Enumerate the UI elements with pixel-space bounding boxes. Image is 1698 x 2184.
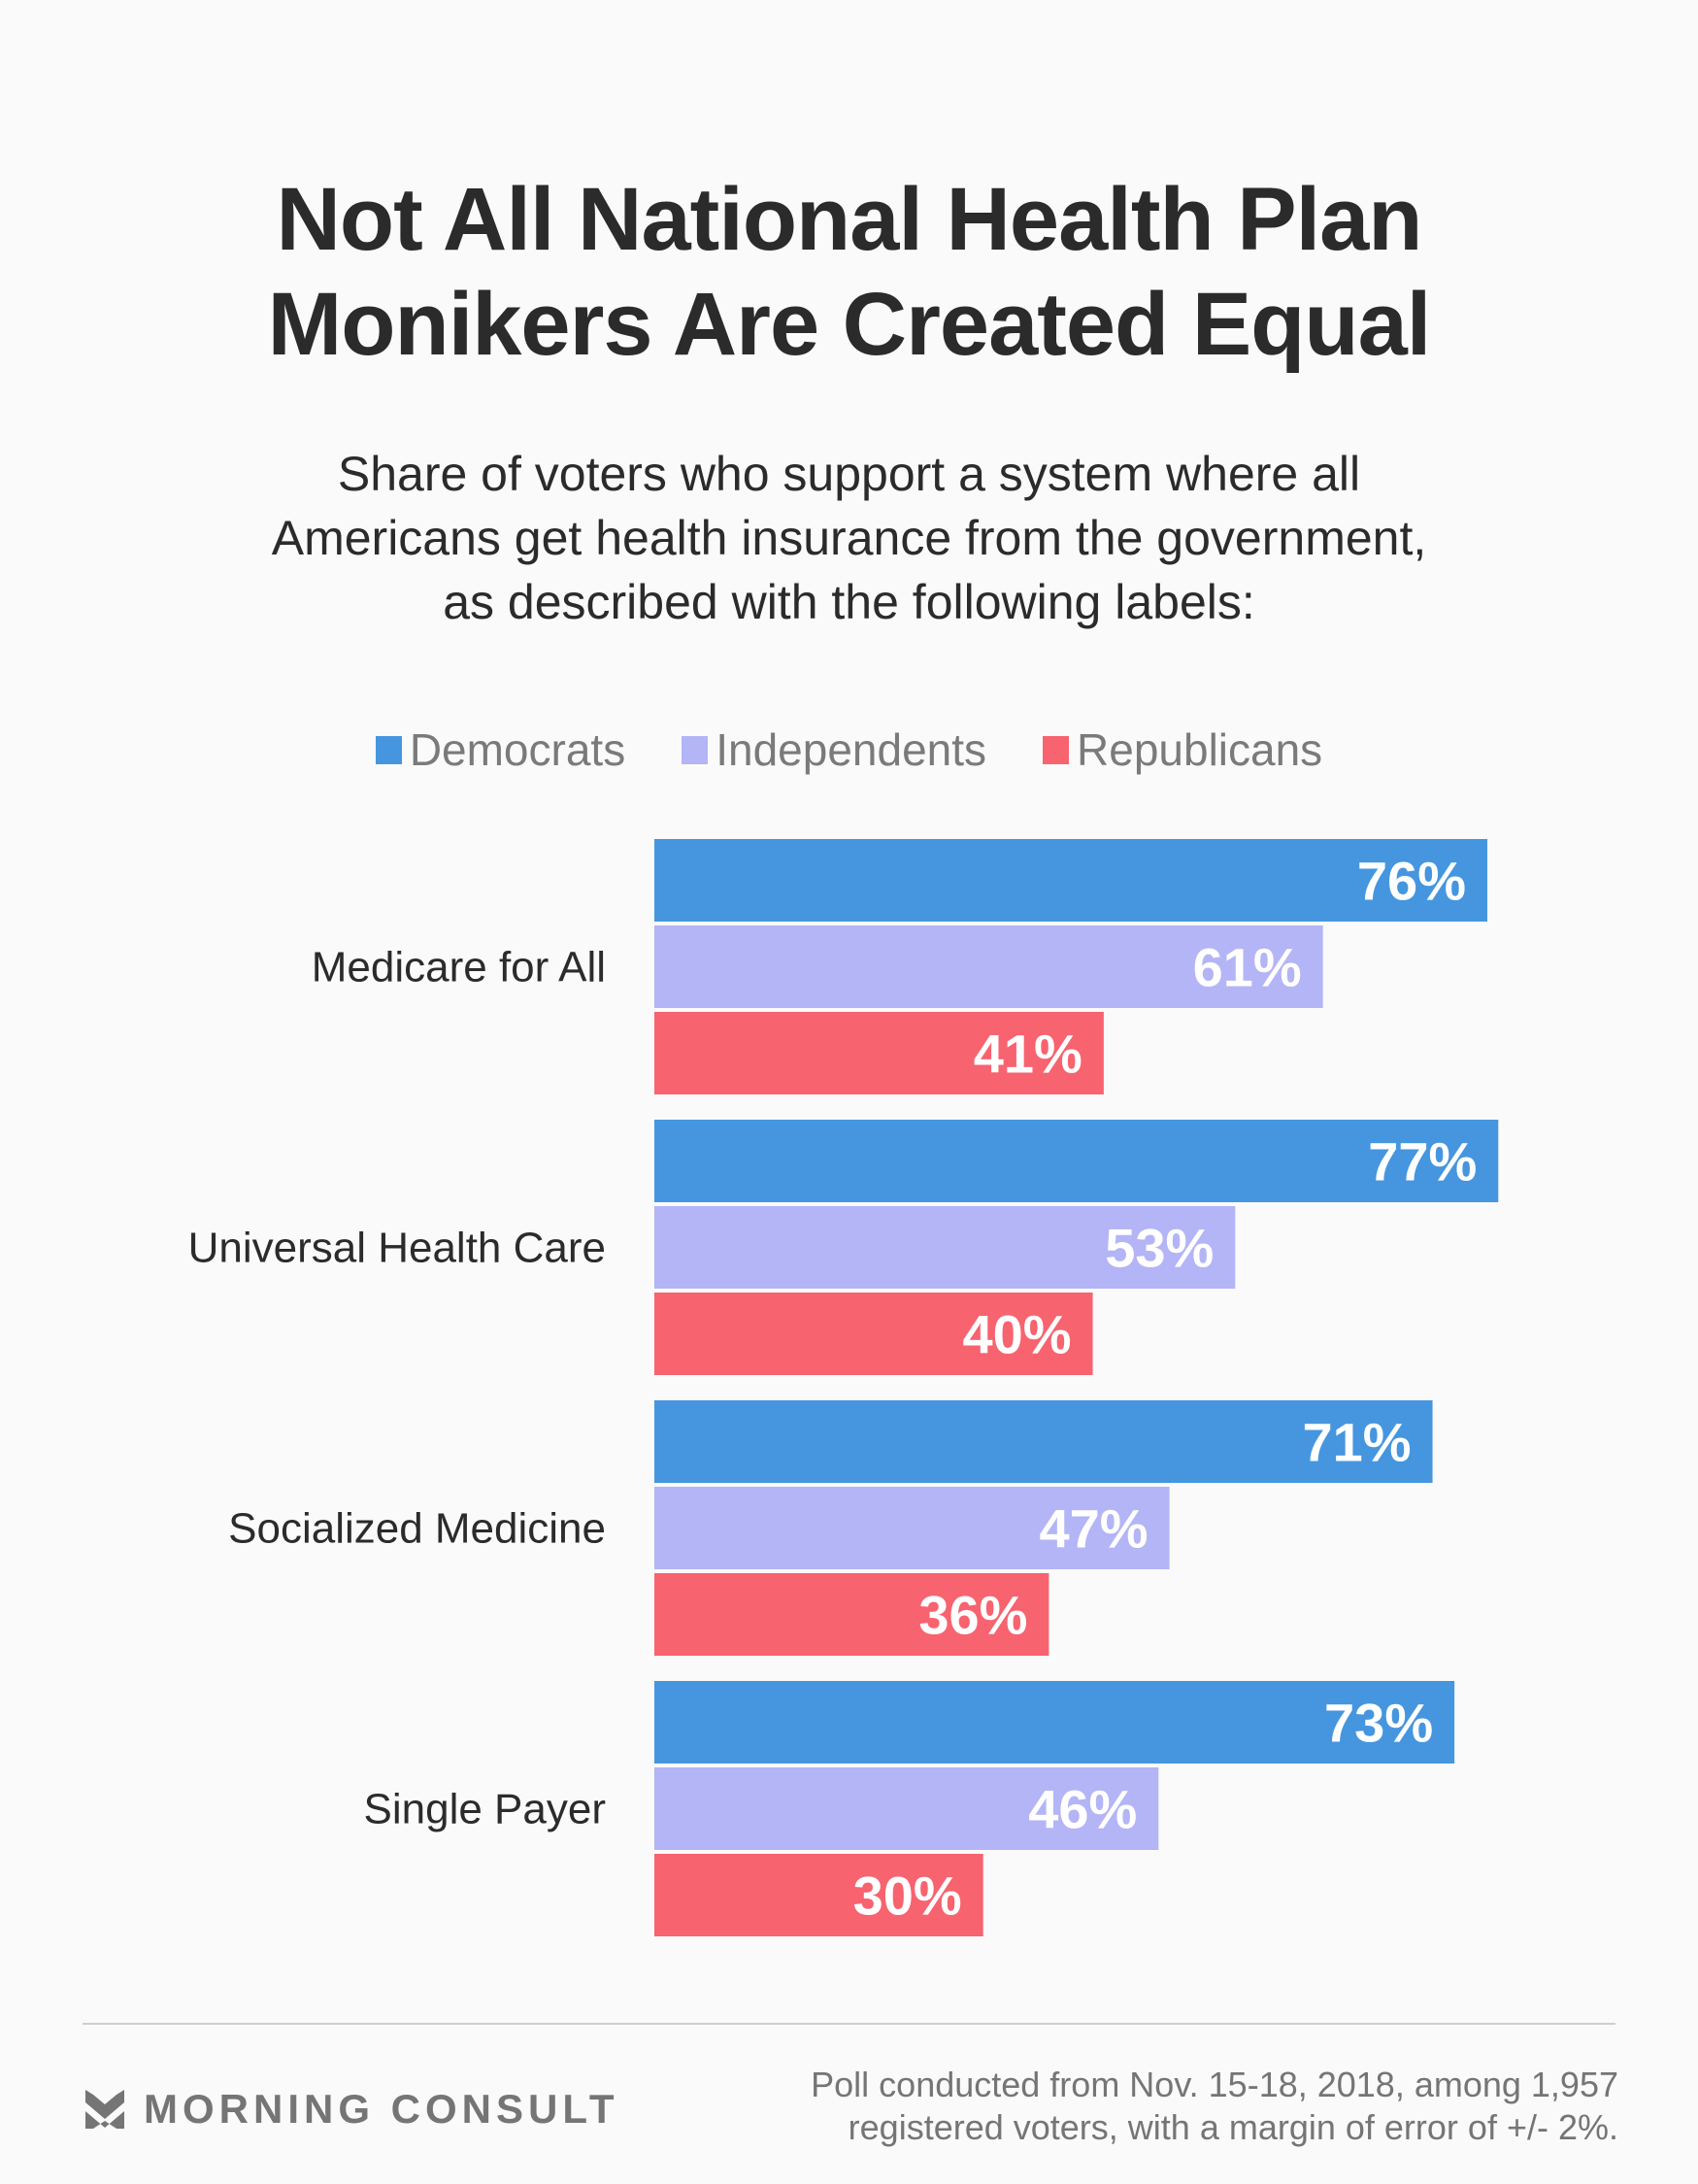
category-label: Medicare for All (312, 944, 606, 991)
legend-label-democrats: Democrats (409, 724, 626, 775)
chart-title-line-2: Monikers Are Created Equal (267, 275, 1432, 374)
chart-subtitle-line-3: as described with the following labels: (443, 575, 1255, 629)
bar-republicans (654, 1854, 983, 1936)
bar-value-label: 61% (1193, 937, 1302, 998)
bar-independents (654, 1767, 1159, 1850)
bar-democrats (654, 1120, 1499, 1202)
bar-group-socialized-medicine: Socialized Medicine 71% 47%36% (228, 1400, 1433, 1656)
chart-subtitle-line-1: Share of voters who support a system whe… (337, 447, 1361, 501)
bar-independents (654, 1487, 1170, 1569)
chart-title-line-1: Not All National Health Plan (276, 170, 1422, 269)
bar-republicans (654, 1293, 1093, 1375)
bar-value-label: 73% (1324, 1693, 1433, 1754)
brand-name: MORNING CONSULT (144, 2086, 619, 2132)
footer-divider (83, 2023, 1615, 2025)
bar-independents (654, 925, 1323, 1008)
bar-value-label: 77% (1368, 1131, 1477, 1193)
legend-label-republicans: Republicans (1077, 724, 1323, 775)
chart-subtitle: Share of voters who support a system whe… (0, 442, 1698, 634)
category-label: Socialized Medicine (228, 1505, 606, 1553)
bar-value-label: 36% (918, 1585, 1027, 1646)
bar-republicans (654, 1012, 1104, 1094)
legend-label-independents: Independents (716, 724, 987, 775)
bar-value-label: 71% (1302, 1412, 1411, 1473)
legend-swatch-independents (682, 735, 709, 764)
bar-group-single-payer: Single Payer 73% 46% 30% (364, 1681, 1455, 1936)
chart-subtitle-line-2: Americans get health insurance from the … (271, 511, 1427, 565)
bar-value-label: 53% (1105, 1218, 1214, 1279)
category-label: Universal Health Care (188, 1225, 606, 1272)
poll-methodology-note: Poll conducted from Nov. 15-18, 2018, am… (745, 2064, 1618, 2149)
bar-value-label: 41% (974, 1024, 1082, 1085)
bar-value-label: 46% (1028, 1779, 1137, 1840)
legend-item-independents: Independents (682, 723, 986, 776)
category-label: Single Payer (364, 1786, 606, 1833)
chart-title: Not All National Health Plan Monikers Ar… (0, 167, 1698, 377)
bar-independents (654, 1206, 1236, 1289)
bar-democrats (654, 1681, 1455, 1764)
legend-swatch-democrats (375, 735, 402, 764)
bar-group-universal-health-care: Universal Health Care 77% 53% 40% (188, 1120, 1499, 1375)
bar-democrats (654, 839, 1487, 922)
bar-democrats (654, 1400, 1433, 1483)
legend-item-democrats: Democrats (375, 723, 626, 776)
morning-consult-chevron-icon (85, 2090, 124, 2129)
legend-swatch-republicans (1043, 735, 1070, 764)
morning-consult-logo: MORNING CONSULT (85, 2086, 619, 2133)
bar-republicans (654, 1573, 1049, 1656)
poll-note-line-1: Poll conducted from Nov. 15-18, 2018, am… (811, 2065, 1618, 2104)
bar-value-label: 40% (962, 1304, 1071, 1365)
bar-value-label: 30% (853, 1865, 962, 1927)
bar-value-label: 47% (1040, 1498, 1149, 1560)
poll-note-line-2: registered voters, with a margin of erro… (848, 2107, 1618, 2147)
bar-value-label: 76% (1357, 851, 1466, 912)
legend-item-republicans: Republicans (1043, 723, 1322, 776)
chart-legend: Democrats Independents Republicans (0, 723, 1698, 776)
bar-group-medicare-for-all: Medicare for All 76% 61% 41% (312, 839, 1487, 1094)
